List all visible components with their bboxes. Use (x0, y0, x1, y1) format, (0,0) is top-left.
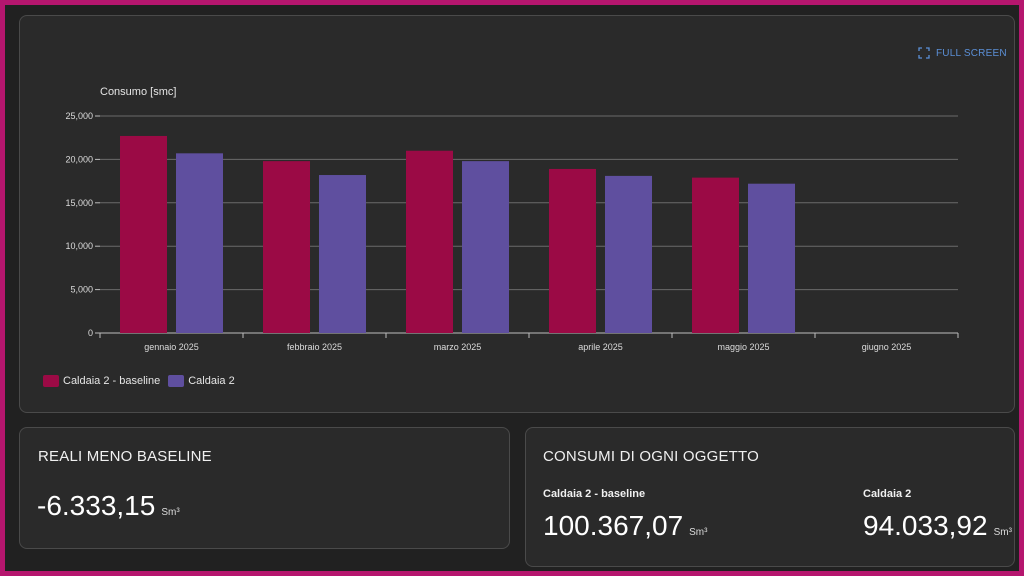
consumi-item-unit-caldaia: Sm³ (993, 527, 1012, 538)
chart-legend: Caldaia 2 - baseline Caldaia 2 (43, 375, 235, 387)
consumi-item-unit-baseline: Sm³ (689, 527, 708, 538)
bar (462, 161, 509, 333)
bar (176, 153, 223, 333)
bar (748, 183, 795, 333)
consumi-card: CONSUMI DI OGNI OGGETTO Caldaia 2 - base… (525, 427, 1015, 567)
legend-label-caldaia: Caldaia 2 (188, 375, 235, 387)
y-tick-label: 10,000 (65, 241, 93, 251)
y-tick-label: 5,000 (70, 285, 93, 295)
consumi-item-label-caldaia: Caldaia 2 (863, 488, 912, 500)
legend-item-baseline[interactable]: Caldaia 2 - baseline (43, 375, 160, 387)
legend-swatch-baseline (43, 375, 59, 387)
x-tick-label: marzo 2025 (434, 342, 482, 352)
bar (319, 175, 366, 333)
x-tick-label: giugno 2025 (862, 342, 912, 352)
x-tick-label: febbraio 2025 (287, 342, 342, 352)
x-tick-label: maggio 2025 (717, 342, 769, 352)
bar (692, 177, 739, 333)
consumi-item-number-caldaia: 94.033,92 (863, 510, 988, 541)
reali-value-number: -6.333,15 (37, 490, 156, 521)
reali-card: REALI MENO BASELINE -6.333,15 Sm³ (19, 427, 510, 549)
consumi-title: CONSUMI DI OGNI OGGETTO (543, 448, 759, 465)
reali-value: -6.333,15 Sm³ (37, 490, 180, 522)
y-tick-label: 0 (88, 328, 93, 338)
x-tick-label: gennaio 2025 (144, 342, 199, 352)
legend-item-caldaia[interactable]: Caldaia 2 (168, 375, 235, 387)
bar (549, 168, 596, 333)
y-tick-label: 15,000 (65, 198, 93, 208)
bar-chart: 0 5,000 10,000 15,000 20,000 25,000 gennaio 20… (65, 111, 959, 352)
consumi-item-number-baseline: 100.367,07 (543, 510, 684, 541)
y-tick-label: 25,000 (65, 111, 93, 121)
bar (406, 150, 453, 333)
legend-label-baseline: Caldaia 2 - baseline (63, 375, 161, 387)
reali-unit: Sm³ (161, 507, 180, 518)
bar (120, 135, 167, 333)
consumi-item-label-baseline: Caldaia 2 - baseline (543, 488, 646, 500)
consumi-item-value-caldaia: 94.033,92 Sm³ (863, 510, 1012, 542)
expand-icon (918, 47, 930, 59)
reali-title: REALI MENO BASELINE (38, 448, 212, 465)
x-tick-label: aprile 2025 (578, 342, 623, 352)
y-axis-title: Consumo [smc] (100, 86, 177, 98)
legend-swatch-caldaia (168, 375, 185, 387)
fullscreen-button[interactable]: FULL SCREEN (918, 47, 1007, 59)
bar (263, 161, 310, 333)
consumi-item-value-baseline: 100.367,07 Sm³ (543, 510, 707, 542)
y-tick-label: 20,000 (65, 154, 93, 164)
fullscreen-label: FULL SCREEN (936, 47, 1007, 59)
bar (605, 175, 652, 333)
